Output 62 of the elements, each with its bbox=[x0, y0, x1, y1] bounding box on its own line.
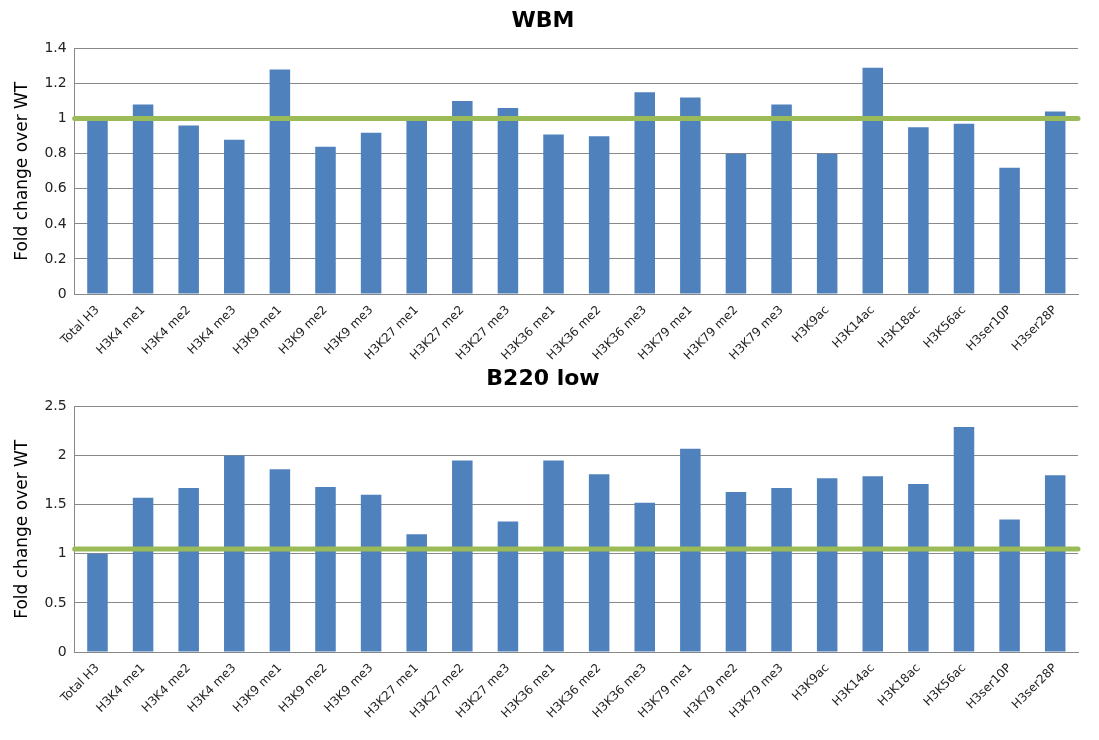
y-tick-label: 1.2 bbox=[44, 74, 67, 91]
y-tick-label: 0.4 bbox=[44, 214, 67, 231]
y-tick-label: 2.5 bbox=[44, 397, 67, 414]
bar bbox=[315, 486, 336, 652]
y-tick-label: 1 bbox=[57, 544, 67, 561]
y-tick-label: 1 bbox=[57, 109, 67, 126]
y-tick-label: 0 bbox=[57, 284, 67, 301]
bar bbox=[406, 118, 427, 294]
bar bbox=[588, 474, 610, 652]
bar bbox=[771, 487, 792, 652]
bar bbox=[132, 497, 154, 652]
bar bbox=[680, 448, 701, 652]
bar bbox=[87, 553, 108, 652]
bar bbox=[999, 519, 1020, 652]
bar bbox=[816, 478, 838, 652]
bar bbox=[406, 534, 427, 652]
y-tick-label: 0.6 bbox=[44, 179, 67, 196]
bar bbox=[497, 521, 519, 652]
bar bbox=[360, 494, 382, 652]
y-axis-title: Fold change over WT bbox=[10, 439, 31, 619]
bar bbox=[953, 427, 975, 652]
bar bbox=[543, 460, 564, 652]
y-tick-label: 1.4 bbox=[44, 39, 67, 56]
bar bbox=[178, 487, 199, 652]
chart-title: B220 low bbox=[486, 364, 600, 390]
y-tick-label: 0.8 bbox=[44, 144, 67, 161]
bar bbox=[87, 118, 108, 294]
bar bbox=[315, 146, 336, 294]
bar bbox=[497, 108, 519, 294]
bar bbox=[953, 123, 975, 294]
bar bbox=[224, 455, 245, 652]
y-tick-label: 2 bbox=[57, 446, 67, 463]
bar bbox=[269, 69, 291, 294]
bar bbox=[908, 484, 929, 652]
y-tick-label: 0.2 bbox=[44, 249, 67, 266]
bar bbox=[452, 460, 473, 652]
bar bbox=[543, 134, 564, 294]
bar bbox=[771, 104, 792, 294]
bar bbox=[816, 153, 838, 294]
bar bbox=[634, 92, 655, 294]
bar bbox=[360, 132, 382, 294]
chart-title: WBM bbox=[511, 6, 575, 32]
y-tick-label: 0 bbox=[57, 642, 67, 659]
bar bbox=[132, 104, 154, 294]
bar bbox=[178, 125, 199, 294]
y-axis-title: Fold change over WT bbox=[10, 81, 31, 261]
bar bbox=[862, 476, 884, 652]
bar bbox=[1044, 475, 1066, 652]
bar bbox=[862, 67, 884, 294]
bar bbox=[588, 136, 610, 294]
bar bbox=[908, 127, 929, 294]
bar bbox=[269, 469, 291, 652]
bar bbox=[725, 491, 747, 652]
bar bbox=[224, 139, 245, 294]
y-tick-label: 0.5 bbox=[44, 593, 67, 610]
bar bbox=[999, 167, 1020, 294]
bar bbox=[634, 502, 655, 652]
bar bbox=[680, 97, 701, 294]
bar bbox=[725, 153, 747, 294]
y-tick-label: 1.5 bbox=[44, 495, 67, 512]
bar bbox=[1044, 111, 1066, 294]
bar bbox=[452, 101, 473, 294]
